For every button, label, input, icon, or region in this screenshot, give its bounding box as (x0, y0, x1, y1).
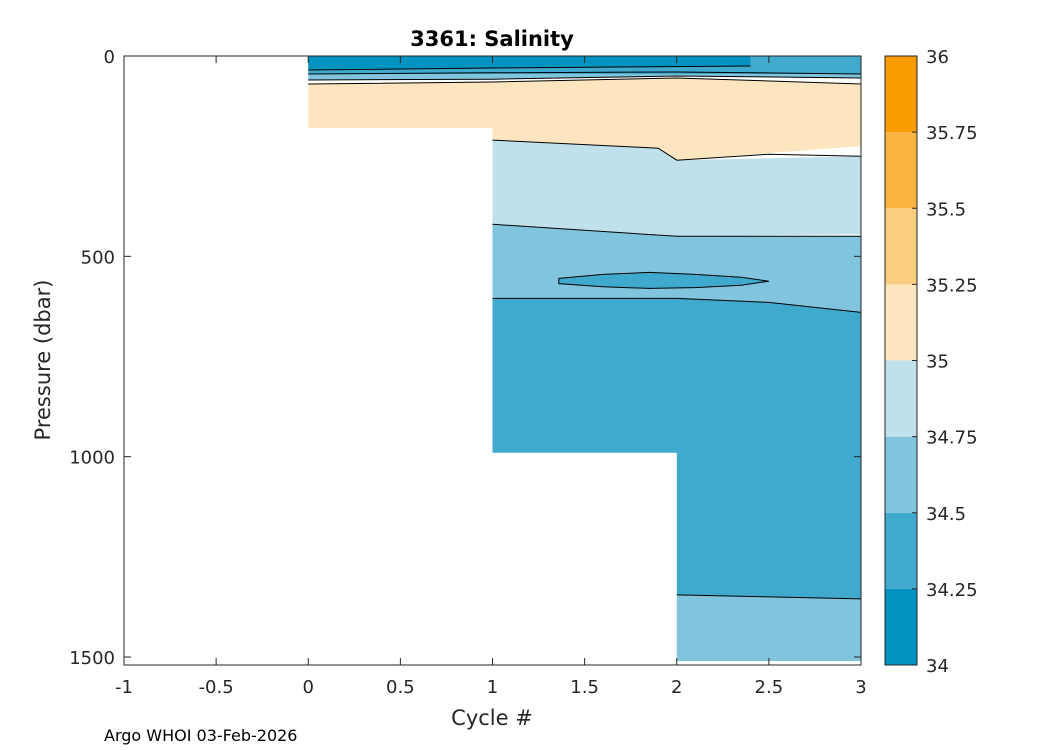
colorbar-segment (885, 512, 917, 589)
colorbar-segment (885, 436, 917, 513)
colorbar-tick-label: 35.25 (926, 275, 978, 296)
y-tick-label: 0 (104, 47, 115, 68)
contour-line (492, 223, 861, 237)
contour-line (676, 594, 861, 600)
contour-line (308, 65, 751, 71)
contour-line (308, 75, 861, 81)
contour-region-band-34.25-34.5-deep (492, 298, 861, 599)
x-tick-label: 1 (487, 677, 498, 698)
y-axis: 0 500 1000 1500 (69, 47, 861, 669)
x-tick-label: 3 (855, 677, 866, 698)
colorbar-segment (885, 360, 917, 437)
contour-line (308, 77, 861, 85)
contour-region-lens-34.25-34.5 (558, 272, 769, 289)
colorbar-segment (885, 284, 917, 361)
x-tick-label: -0.5 (199, 677, 234, 698)
colorbar-tick-label: 34 (926, 656, 949, 677)
contour-region-band-34.5-34.75-mid (492, 224, 861, 313)
x-axis: -1 -0.5 0 0.5 1 1.5 2 2.5 3 (115, 56, 867, 698)
x-tick-label: -1 (115, 677, 133, 698)
y-tick-label: 1000 (69, 448, 115, 469)
x-tick-label: 2.5 (755, 677, 784, 698)
colorbar-tick-label: 36 (926, 47, 949, 68)
x-tick-label: 0 (303, 677, 314, 698)
contour-line-lens (558, 271, 769, 289)
contour-line-group (308, 65, 861, 600)
chart-title: 3361: Salinity (410, 27, 574, 51)
x-tick-label: 1.5 (570, 677, 599, 698)
colorbar-tick-label: 35 (926, 352, 949, 373)
colorbar-tick-label: 34.75 (926, 428, 978, 449)
y-axis-label: Pressure (dbar) (31, 280, 55, 441)
colorbar-tick-label: 34.25 (926, 580, 978, 601)
contour-fill-group (308, 56, 861, 661)
colorbar: 34 34.25 34.5 34.75 35 35.25 35.5 35.75 36 (884, 47, 978, 677)
contour-region-band-34.5-34.75-bottom (676, 594, 861, 661)
contour-line (492, 139, 861, 161)
contour-line (308, 71, 861, 75)
colorbar-tick-label: 35.5 (926, 199, 966, 220)
x-tick-label: 2 (671, 677, 682, 698)
contour-region-band-34.75-35-mid (492, 140, 861, 237)
colorbar-tick-label: 35.75 (926, 123, 978, 144)
contour-region-band-34.5-34.75-upper (308, 74, 861, 80)
colorbar-segment (885, 588, 917, 665)
x-tick-label: 0.5 (386, 677, 415, 698)
y-tick-label: 500 (81, 247, 115, 268)
footer-credit: Argo WHOI 03-Feb-2026 (104, 726, 297, 745)
colorbar-segment (885, 132, 917, 209)
contour-line (492, 297, 861, 313)
contour-region-band-35-35.25-warm (308, 78, 861, 161)
colorbar-segment (885, 56, 917, 133)
colorbar-segment (885, 208, 917, 285)
x-axis-label: Cycle # (451, 706, 533, 730)
colorbar-tick-label: 34.5 (926, 504, 966, 525)
y-tick-label: 1500 (69, 648, 115, 669)
